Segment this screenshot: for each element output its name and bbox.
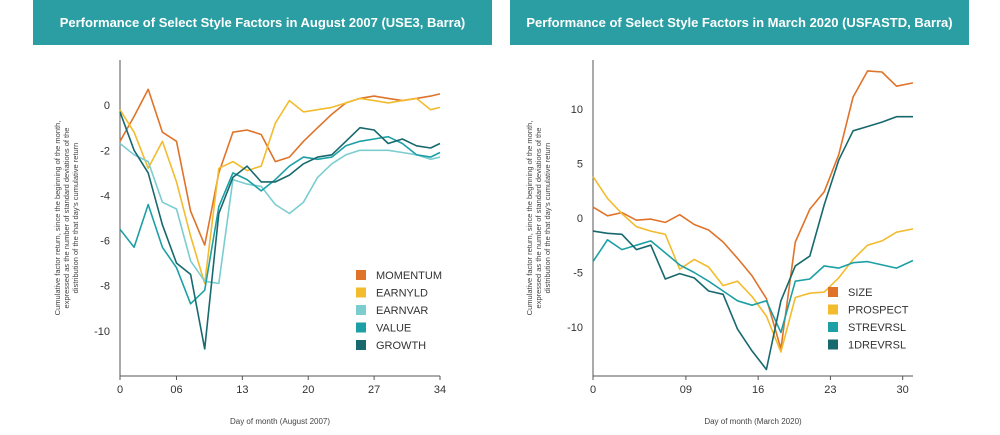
x-tick-label: 0 bbox=[117, 384, 123, 396]
legend-swatch bbox=[356, 270, 366, 280]
y-tick-label: -4 bbox=[100, 190, 110, 202]
legend-label: GROWTH bbox=[376, 340, 426, 352]
chart-title-banner: Performance of Select Style Factors in M… bbox=[510, 0, 969, 45]
x-tick-label: 09 bbox=[680, 384, 692, 396]
x-tick-label: 20 bbox=[302, 384, 314, 396]
legend-label: EARNYLD bbox=[376, 288, 428, 300]
chart-august-2007: 0 06 13 20 27 34 0 -2 -4 -6 -8 -10 Day of month (Aug… bbox=[53, 60, 446, 426]
chart-title: Performance of Select Style Factors in M… bbox=[526, 15, 953, 30]
series-line-momentum bbox=[119, 88, 441, 246]
y-tick-label: -5 bbox=[573, 267, 583, 279]
series-line-value bbox=[119, 135, 441, 305]
y-tick-label: -10 bbox=[567, 322, 583, 334]
x-axis-label: Day of month (August 2007) bbox=[230, 417, 330, 426]
x-tick-label: 16 bbox=[752, 384, 764, 396]
series-line-1drevrsl bbox=[592, 115, 913, 371]
series-line-earnyld bbox=[119, 97, 441, 285]
y-tick-label: 10 bbox=[571, 104, 583, 116]
legend-label: STREVRSL bbox=[848, 322, 906, 334]
x-tick-label: 34 bbox=[434, 384, 446, 396]
legend-label: EARNVAR bbox=[376, 305, 428, 317]
x-tick-label: 06 bbox=[170, 384, 182, 396]
y-tick-label: 5 bbox=[577, 159, 583, 171]
series-line-earnvar bbox=[119, 142, 441, 285]
series-line-prospect bbox=[592, 176, 914, 353]
legend-label: VALUE bbox=[376, 323, 411, 335]
y-tick-label: -8 bbox=[100, 281, 110, 293]
legend-swatch bbox=[828, 304, 838, 315]
legend-swatch bbox=[356, 340, 366, 350]
y-tick-label: 0 bbox=[577, 213, 583, 225]
chart-title: Performance of Select Style Factors in A… bbox=[59, 15, 466, 30]
series-line-growth bbox=[119, 111, 441, 350]
series-line-strevrsl bbox=[592, 239, 914, 334]
x-tick-label: 23 bbox=[824, 384, 836, 396]
y-tick-label: -2 bbox=[100, 145, 110, 157]
chart-march-2020: 0 09 16 23 30 10 5 0 -5 -10 Day of month (March 20… bbox=[525, 60, 914, 426]
y-tick-label: -10 bbox=[94, 326, 110, 338]
legend-swatch bbox=[828, 339, 838, 350]
legend-swatch bbox=[828, 287, 838, 297]
x-axis-label: Day of month (March 2020) bbox=[704, 417, 802, 426]
y-axis-label: Cumulative factor return, since the begi… bbox=[525, 121, 552, 316]
legend-swatch bbox=[356, 287, 366, 298]
x-tick-label: 0 bbox=[590, 384, 596, 396]
legend-label: SIZE bbox=[848, 287, 872, 299]
chart-title-banner: Performance of Select Style Factors in A… bbox=[33, 0, 492, 45]
legend-swatch bbox=[828, 322, 838, 332]
legend-swatch bbox=[356, 322, 366, 333]
x-tick-label: 13 bbox=[236, 384, 248, 396]
y-tick-label: -6 bbox=[100, 236, 110, 248]
legend-label: MOMENTUM bbox=[376, 270, 442, 282]
x-tick-label: 27 bbox=[368, 384, 380, 396]
legend-swatch bbox=[356, 305, 366, 315]
legend-label: PROSPECT bbox=[848, 305, 909, 317]
x-tick-label: 30 bbox=[897, 384, 909, 396]
series-line-size bbox=[592, 70, 914, 350]
y-axis-label: Cumulative factor return, since the begi… bbox=[53, 121, 80, 316]
y-tick-label: 0 bbox=[104, 100, 110, 112]
legend-label: 1DREVRSL bbox=[848, 340, 906, 352]
